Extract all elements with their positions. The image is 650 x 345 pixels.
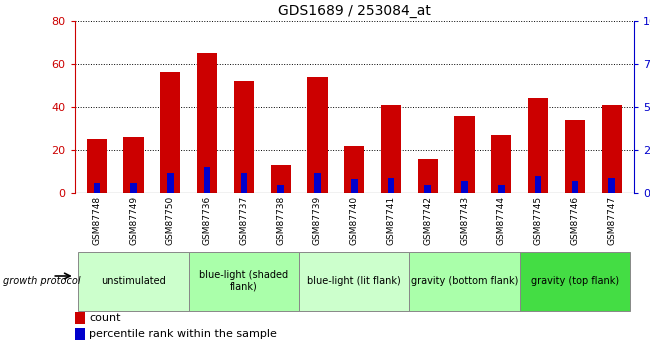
- Text: growth protocol: growth protocol: [3, 276, 81, 286]
- Text: GSM87750: GSM87750: [166, 196, 175, 245]
- Bar: [351, 179, 358, 193]
- Text: GSM87744: GSM87744: [497, 196, 506, 245]
- Text: gravity (top flank): gravity (top flank): [531, 276, 619, 286]
- Bar: [601, 105, 622, 193]
- Text: GSM87746: GSM87746: [571, 196, 579, 245]
- Bar: [234, 81, 254, 193]
- Bar: [124, 137, 144, 193]
- Bar: [535, 176, 541, 193]
- Bar: [491, 135, 512, 193]
- Bar: [299, 252, 410, 310]
- Bar: [410, 252, 520, 310]
- Text: GSM87741: GSM87741: [387, 196, 396, 245]
- Text: GSM87736: GSM87736: [203, 196, 212, 245]
- Text: blue-light (lit flank): blue-light (lit flank): [307, 276, 401, 286]
- Text: unstimulated: unstimulated: [101, 276, 166, 286]
- Text: gravity (bottom flank): gravity (bottom flank): [411, 276, 518, 286]
- Bar: [240, 172, 247, 193]
- Text: percentile rank within the sample: percentile rank within the sample: [89, 329, 277, 339]
- Bar: [161, 72, 181, 193]
- Bar: [424, 185, 431, 193]
- Title: GDS1689 / 253084_at: GDS1689 / 253084_at: [278, 4, 431, 18]
- Bar: [130, 183, 137, 193]
- Bar: [462, 181, 468, 193]
- Bar: [528, 98, 548, 193]
- Text: GSM87747: GSM87747: [607, 196, 616, 245]
- Text: GSM87738: GSM87738: [276, 196, 285, 245]
- Bar: [188, 252, 299, 310]
- Bar: [79, 252, 188, 310]
- Bar: [381, 105, 401, 193]
- Text: blue-light (shaded
flank): blue-light (shaded flank): [200, 270, 289, 292]
- Text: GSM87740: GSM87740: [350, 196, 359, 245]
- Bar: [167, 172, 174, 193]
- Bar: [270, 165, 291, 193]
- Bar: [75, 328, 84, 340]
- Bar: [344, 146, 365, 193]
- Text: GSM87742: GSM87742: [423, 196, 432, 245]
- Bar: [454, 116, 474, 193]
- Text: GSM87739: GSM87739: [313, 196, 322, 245]
- Bar: [418, 159, 438, 193]
- Text: count: count: [89, 313, 121, 323]
- Bar: [565, 120, 585, 193]
- Text: GSM87737: GSM87737: [239, 196, 248, 245]
- Bar: [520, 252, 630, 310]
- Bar: [75, 312, 84, 324]
- Bar: [608, 178, 615, 193]
- Bar: [314, 172, 321, 193]
- Bar: [197, 53, 217, 193]
- Bar: [86, 139, 107, 193]
- Text: GSM87748: GSM87748: [92, 196, 101, 245]
- Bar: [498, 185, 504, 193]
- Bar: [307, 77, 328, 193]
- Bar: [387, 178, 395, 193]
- Bar: [571, 181, 578, 193]
- Text: GSM87743: GSM87743: [460, 196, 469, 245]
- Bar: [278, 185, 284, 193]
- Text: GSM87745: GSM87745: [534, 196, 543, 245]
- Text: GSM87749: GSM87749: [129, 196, 138, 245]
- Bar: [94, 183, 100, 193]
- Bar: [204, 167, 211, 193]
